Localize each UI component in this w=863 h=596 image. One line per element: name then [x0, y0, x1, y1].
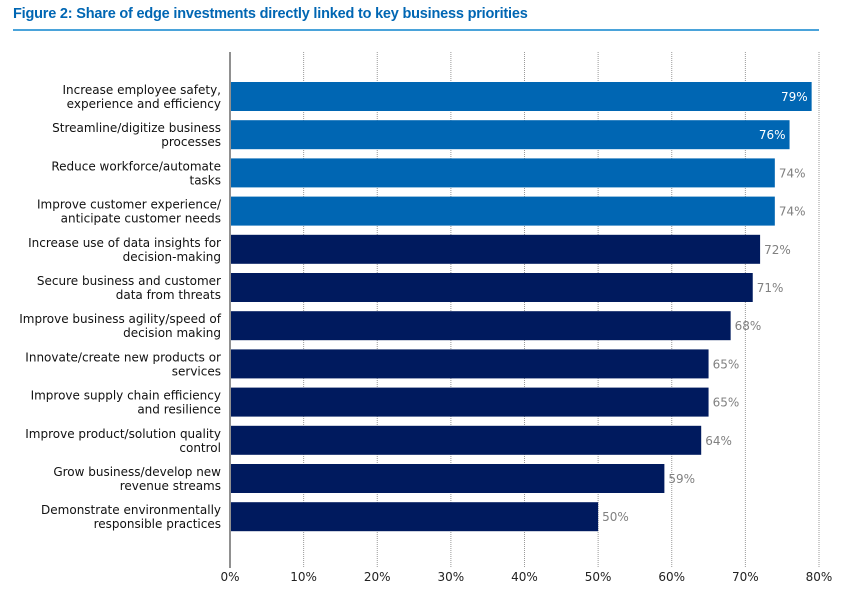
x-tick-label: 10% — [290, 570, 317, 584]
category-label: tasks — [189, 173, 221, 187]
bar — [231, 273, 753, 302]
x-tick-label: 70% — [732, 570, 759, 584]
category-label: Reduce workforce/automate — [51, 159, 221, 173]
x-tick-label: 60% — [658, 570, 685, 584]
bar — [231, 234, 761, 264]
category-label: Increase use of data insights for — [28, 236, 221, 250]
bar — [231, 425, 702, 455]
category-label: responsible practices — [94, 517, 221, 531]
data-label: 72% — [764, 243, 791, 257]
category-label: Grow business/develop new — [53, 465, 221, 479]
x-tick-label: 20% — [364, 570, 391, 584]
category-label: Improve supply chain efficiency — [31, 389, 221, 403]
category-label: Demonstrate environmentally — [41, 503, 221, 517]
category-label: revenue streams — [120, 479, 221, 493]
category-label: Improve product/solution quality — [25, 427, 221, 441]
category-label: and resilience — [137, 403, 221, 417]
data-label: 59% — [668, 472, 695, 486]
data-label: 76% — [759, 128, 786, 142]
bar — [231, 82, 812, 111]
category-label: decision-making — [123, 250, 221, 264]
chart-title: Figure 2: Share of edge investments dire… — [13, 6, 528, 22]
category-label: data from threats — [116, 288, 221, 302]
category-label: Streamline/digitize business — [52, 121, 221, 135]
bar — [231, 158, 775, 188]
data-label: 74% — [779, 166, 806, 180]
data-label: 71% — [757, 281, 784, 295]
bar — [231, 311, 731, 341]
bar — [231, 502, 599, 532]
bar — [231, 464, 665, 493]
x-tick-label: 0% — [220, 570, 239, 584]
data-label: 65% — [713, 396, 740, 410]
category-label: Increase employee safety, — [63, 83, 221, 97]
category-label: Improve customer experience/ — [37, 198, 222, 212]
x-tick-label: 40% — [511, 570, 538, 584]
title-rule — [13, 29, 819, 31]
data-label: 79% — [781, 90, 808, 104]
bar — [231, 387, 709, 417]
bar — [231, 196, 775, 226]
data-label: 68% — [735, 319, 762, 333]
x-tick-label: 30% — [438, 570, 465, 584]
category-label: experience and efficiency — [67, 97, 221, 111]
category-label: Innovate/create new products or — [25, 350, 221, 364]
category-label: decision making — [123, 326, 221, 340]
x-tick-label: 80% — [806, 570, 833, 584]
bar — [231, 120, 790, 150]
category-label: anticipate customer needs — [61, 212, 221, 226]
category-label: Improve business agility/speed of — [19, 312, 222, 326]
data-label: 65% — [713, 357, 740, 371]
category-label: Secure business and customer — [37, 274, 221, 288]
data-label: 64% — [705, 434, 732, 448]
category-label: control — [179, 441, 221, 455]
category-label: services — [172, 364, 221, 378]
data-label: 74% — [779, 205, 806, 219]
category-label: processes — [161, 135, 221, 149]
x-tick-label: 50% — [585, 570, 612, 584]
bar — [231, 349, 709, 379]
data-label: 50% — [602, 510, 629, 524]
